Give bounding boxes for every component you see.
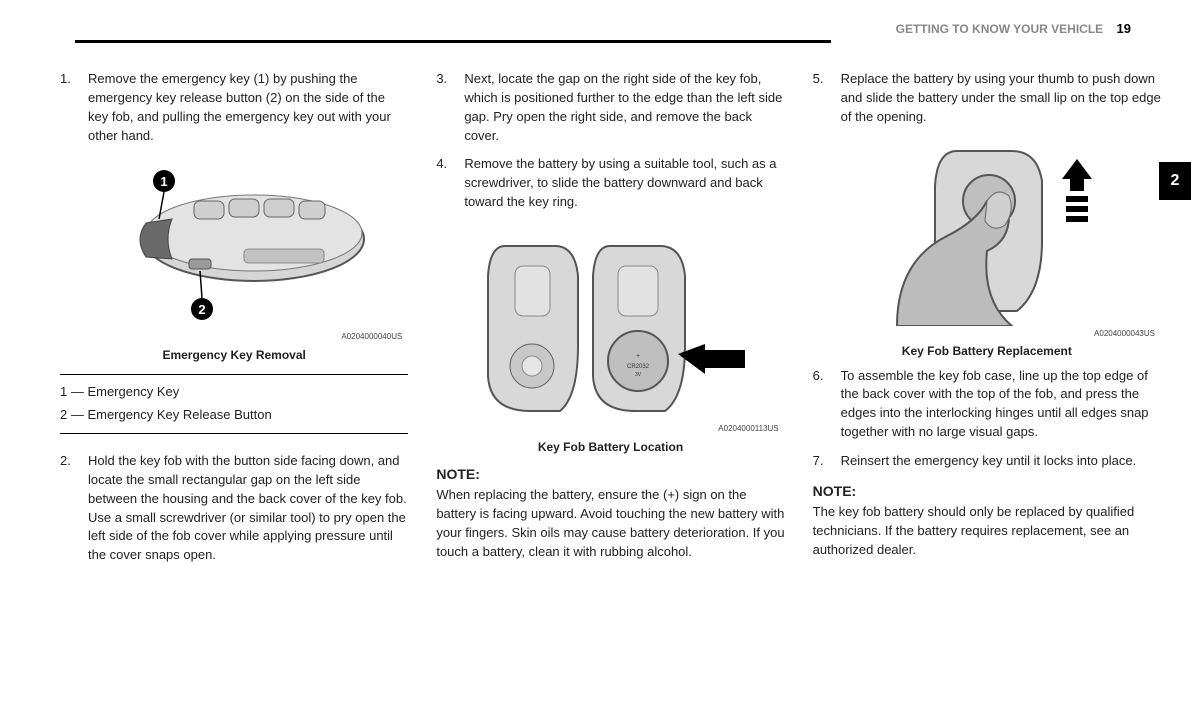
svg-text:2: 2 [199,302,206,317]
figure-battery-replacement: A0204000043US Key Fob Battery Replacemen… [813,141,1161,361]
svg-text:3V: 3V [635,372,642,378]
step-text: Hold the key fob with the button side fa… [88,453,407,562]
steps-list-3b: 6. To assemble the key fob case, line up… [813,367,1161,471]
note-body: The key fob battery should only be repla… [813,503,1161,560]
column-3: 5. Replace the battery by using your thu… [813,70,1161,575]
page-number: 19 [1117,21,1131,36]
step-text: Remove the emergency key (1) by pushing … [88,71,391,143]
step-text: Next, locate the gap on the right side o… [464,71,782,143]
step-number: 4. [436,155,447,174]
note-body: When replacing the battery, ensure the (… [436,486,784,561]
figure-emergency-key-removal: 1 2 A0204000040US Emergency Key Removal [60,159,408,364]
step-number: 1. [60,70,71,89]
step-4: 4. Remove the battery by using a suitabl… [436,155,784,212]
step-number: 6. [813,367,824,386]
figure-legend: 1 — Emergency Key 2 — Emergency Key Rele… [60,374,408,434]
column-1: 1. Remove the emergency key (1) by pushi… [60,70,408,575]
step-3: 3. Next, locate the gap on the right sid… [436,70,784,145]
steps-list-3: 5. Replace the battery by using your thu… [813,70,1161,127]
step-number: 5. [813,70,824,89]
steps-list-1: 1. Remove the emergency key (1) by pushi… [60,70,408,145]
step-number: 2. [60,452,71,471]
note-heading: NOTE: [813,481,1161,501]
figure-caption: Emergency Key Removal [60,347,408,364]
keyfob-side-illustration: 1 2 [94,159,374,329]
step-1: 1. Remove the emergency key (1) by pushi… [60,70,408,145]
step-number: 7. [813,452,824,471]
step-6: 6. To assemble the key fob case, line up… [813,367,1161,442]
steps-list-1b: 2. Hold the key fob with the button side… [60,452,408,565]
step-7: 7. Reinsert the emergency key until it l… [813,452,1161,471]
step-2: 2. Hold the key fob with the button side… [60,452,408,565]
note-heading: NOTE: [436,464,784,484]
steps-list-2: 3. Next, locate the gap on the right sid… [436,70,784,212]
thumb-press-illustration [837,141,1137,326]
legend-row-1: 1 — Emergency Key [60,381,408,404]
figure-id: A0204000113US [436,423,784,435]
svg-text:1: 1 [161,174,168,189]
figure-id: A0204000043US [813,328,1161,340]
svg-text:CR2032: CR2032 [627,364,650,370]
step-text: To assemble the key fob case, line up th… [841,368,1149,440]
step-text: Remove the battery by using a suitable t… [464,156,776,209]
svg-text:+: + [636,353,640,360]
step-text: Reinsert the emergency key until it lock… [841,453,1137,468]
step-number: 3. [436,70,447,89]
figure-caption: Key Fob Battery Replacement [813,343,1161,360]
figure-battery-location: + CR2032 3V A0204000113US Key Fob Batter… [436,226,784,456]
chapter-tab: 2 [1159,162,1191,200]
chapter-number: 2 [1171,169,1180,192]
content-columns: 1. Remove the emergency key (1) by pushi… [60,70,1161,575]
header-rule [75,40,831,43]
column-2: 3. Next, locate the gap on the right sid… [436,70,784,575]
keyfob-open-illustration: + CR2032 3V [460,226,760,421]
step-5: 5. Replace the battery by using your thu… [813,70,1161,127]
step-text: Replace the battery by using your thumb … [841,71,1161,124]
figure-id: A0204000040US [60,331,408,343]
figure-caption: Key Fob Battery Location [436,439,784,456]
legend-row-2: 2 — Emergency Key Release Button [60,404,408,427]
section-title: GETTING TO KNOW YOUR VEHICLE [896,22,1104,36]
running-header: GETTING TO KNOW YOUR VEHICLE 19 [896,20,1131,39]
